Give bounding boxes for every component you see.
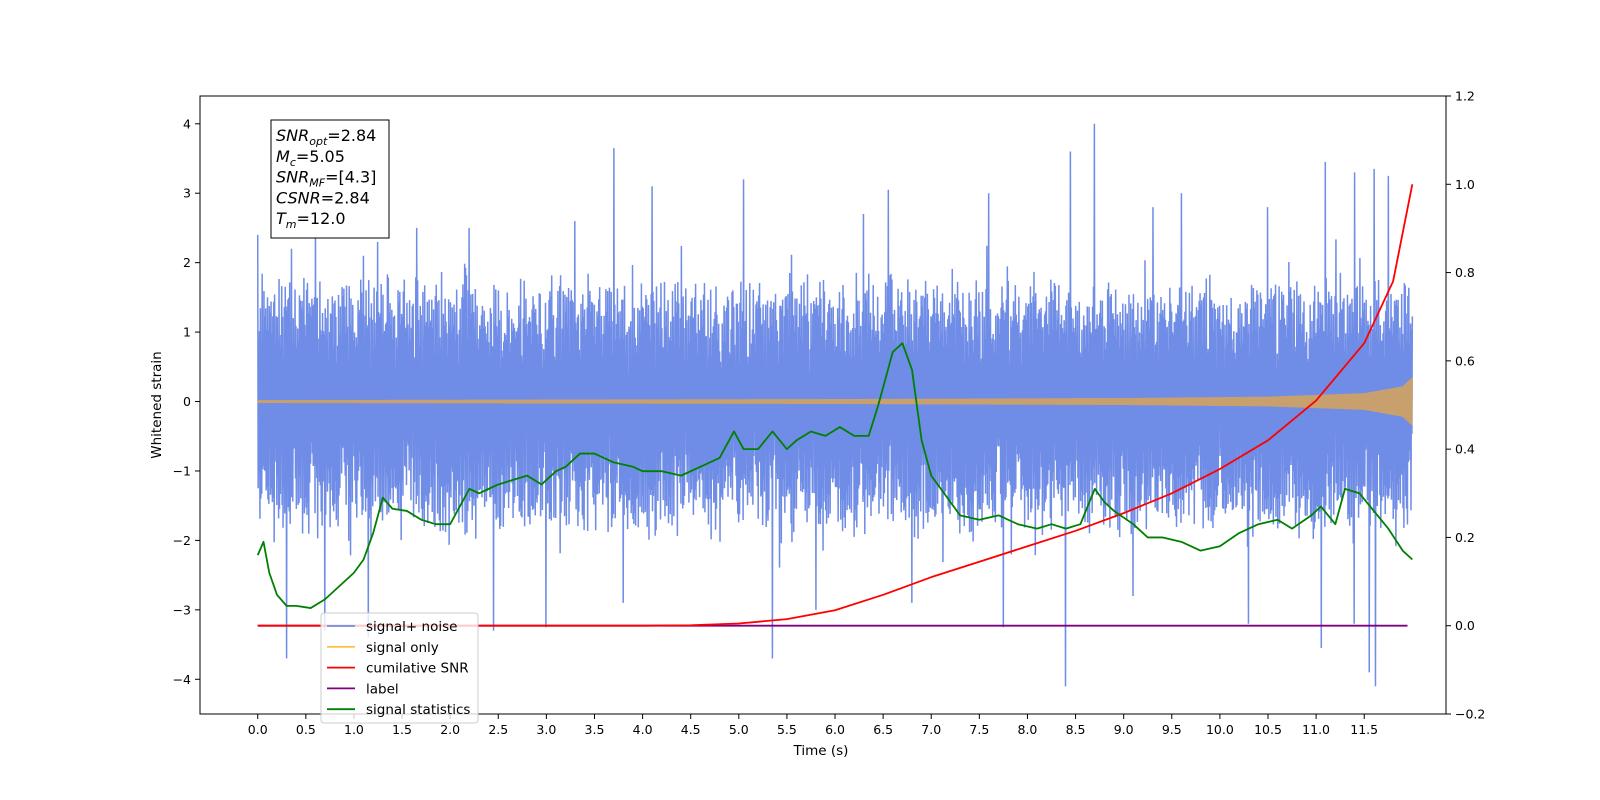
x-tick-label: 4.5 xyxy=(681,722,701,737)
x-tick-label: 10.0 xyxy=(1206,722,1234,737)
signal-only-line xyxy=(257,377,1413,426)
x-tick-label: 7.0 xyxy=(921,722,941,737)
y-tick-label: −2 xyxy=(173,533,191,548)
y2-tick-label: 1.2 xyxy=(1455,89,1475,104)
annotation-line: CSNR=2.84 xyxy=(276,188,370,207)
x-tick-label: 1.0 xyxy=(344,722,364,737)
y-tick-label: −1 xyxy=(173,463,191,478)
x-tick-label: 11.0 xyxy=(1302,722,1330,737)
annotation-line: SNRMF=[4.3] xyxy=(276,168,376,190)
y2-tick-label: −0.2 xyxy=(1455,707,1485,722)
x-tick-label: 6.5 xyxy=(873,722,893,737)
legend-label: cumilative SNR xyxy=(366,661,469,677)
y-tick-label: −3 xyxy=(173,602,191,617)
y2-tick-label: 0.6 xyxy=(1455,353,1475,368)
legend-label: label xyxy=(366,681,399,697)
annotation-frame xyxy=(270,119,390,239)
series-cumilative-snr xyxy=(257,184,1414,627)
x-tick-label: 2.5 xyxy=(488,722,508,737)
x-tick-label: 8.0 xyxy=(1018,722,1038,737)
series-signal-only xyxy=(257,377,1413,426)
y-tick-label: 1 xyxy=(183,325,191,340)
y2-tick-label: 0.2 xyxy=(1455,530,1475,545)
legend-label: signal+ noise xyxy=(366,619,457,635)
x-tick-label: 5.5 xyxy=(777,722,797,737)
legend: signal+ noise signal only cumilative SNR la… xyxy=(320,612,479,724)
x-tick-label: 3.5 xyxy=(585,722,605,737)
x-tick-label: 2.0 xyxy=(440,722,460,737)
x-tick-label: 11.5 xyxy=(1350,722,1378,737)
legend-label: signal statistics xyxy=(366,702,470,718)
x-tick-label: 8.5 xyxy=(1066,722,1086,737)
annotation-line: Tm=12.0 xyxy=(276,209,346,231)
x-axis-label: Time (s) xyxy=(793,743,849,759)
x-tick-label: 4.0 xyxy=(633,722,653,737)
x-tick-label: 5.0 xyxy=(729,722,749,737)
y-axis-label: Whitened strain xyxy=(149,351,165,458)
signal-statistics-line xyxy=(256,342,1413,609)
y-tick-label: −4 xyxy=(173,672,191,687)
series-signal-statistics xyxy=(256,342,1413,609)
annotation-line: SNRopt=2.84 xyxy=(276,126,376,148)
x-tick-label: 0.5 xyxy=(296,722,316,737)
y-tick-label: 3 xyxy=(183,186,191,201)
y2-axis-ticks: 1.2 1.0 0.8 0.6 0.4 0.2 0.0 −0.2 xyxy=(1446,89,1485,722)
legend-label: signal only xyxy=(366,640,439,656)
x-tick-label: 3.0 xyxy=(536,722,556,737)
x-tick-label: 10.5 xyxy=(1254,722,1282,737)
y-tick-label: 4 xyxy=(183,116,191,131)
y2-tick-label: 1.0 xyxy=(1455,177,1475,192)
x-tick-label: 9.5 xyxy=(1162,722,1182,737)
y2-tick-label: 0.0 xyxy=(1455,618,1475,633)
y-tick-label: 2 xyxy=(183,255,191,270)
x-tick-label: 6.0 xyxy=(825,722,845,737)
y-tick-label: 0 xyxy=(183,394,191,409)
legend-frame xyxy=(320,612,479,724)
y2-tick-label: 0.4 xyxy=(1455,442,1475,457)
y-axis-ticks: 4 3 2 1 0 −1 −2 −3 −4 xyxy=(173,116,200,687)
annotation-line: Mc=5.05 xyxy=(276,147,345,169)
y2-tick-label: 0.8 xyxy=(1455,265,1475,280)
plot-frame xyxy=(199,95,1447,715)
x-axis-ticks: 0.0 0.5 1.0 1.5 2.0 2.5 3.0 3.5 4.0 4.5 5.0 5.5 6.0 6… xyxy=(248,714,1378,737)
x-tick-label: 9.0 xyxy=(1114,722,1134,737)
cumilative-snr-line xyxy=(257,184,1414,627)
x-tick-label: 1.5 xyxy=(392,722,412,737)
x-tick-label: 0.0 xyxy=(248,722,268,737)
x-tick-label: 7.5 xyxy=(969,722,989,737)
